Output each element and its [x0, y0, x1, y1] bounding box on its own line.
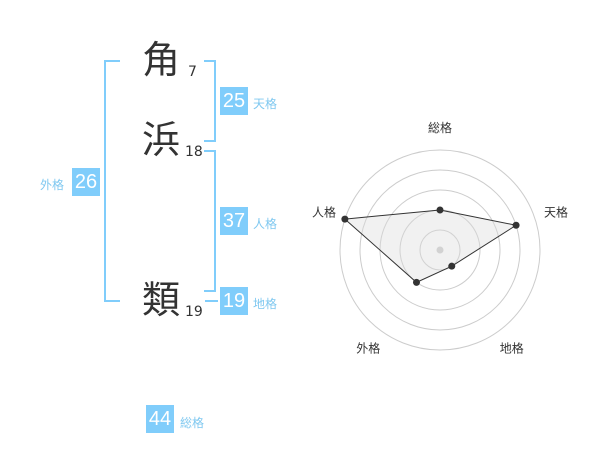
soukaku-value: 44 — [146, 405, 174, 433]
chikaku-connector — [205, 300, 218, 302]
name-char-3: 類 — [142, 278, 181, 322]
chikaku-label: 地格 — [253, 297, 278, 311]
name-char-2: 浜 — [142, 118, 181, 162]
soukaku-label: 総格 — [180, 416, 205, 430]
radar-area — [343, 209, 518, 283]
jinkaku-value: 37 — [220, 207, 248, 235]
radar-ring — [359, 169, 521, 331]
radar-ring — [339, 149, 541, 351]
radar-point — [341, 215, 349, 223]
tenkaku-label: 天格 — [253, 97, 278, 111]
chikaku-value: 19 — [220, 287, 248, 315]
jinkaku-label: 人格 — [253, 217, 278, 231]
radar-axis-label: 人格 — [312, 204, 336, 219]
jinkaku-bracket — [204, 150, 216, 292]
gaikaku-bracket — [104, 60, 120, 302]
stroke-count-1: 7 — [188, 64, 197, 80]
radar-center — [436, 246, 444, 254]
radar-point — [412, 278, 420, 286]
name-char-1: 角 — [142, 38, 181, 82]
radar-point — [512, 221, 520, 229]
tenkaku-bracket — [204, 60, 216, 142]
radar-axis-label: 天格 — [544, 204, 568, 219]
gaikaku-label: 外格 — [40, 178, 65, 192]
radar-point — [448, 262, 456, 270]
tenkaku-value: 25 — [220, 87, 248, 115]
stroke-count-3: 19 — [185, 304, 203, 320]
radar-point — [436, 206, 444, 214]
gaikaku-value: 26 — [72, 168, 100, 196]
stroke-count-2: 18 — [185, 144, 203, 160]
radar-axis-label: 総格 — [428, 120, 452, 135]
radar-axis-label: 外格 — [356, 341, 380, 356]
radar-ring — [419, 229, 461, 271]
radar-axis-label: 地格 — [500, 341, 524, 356]
